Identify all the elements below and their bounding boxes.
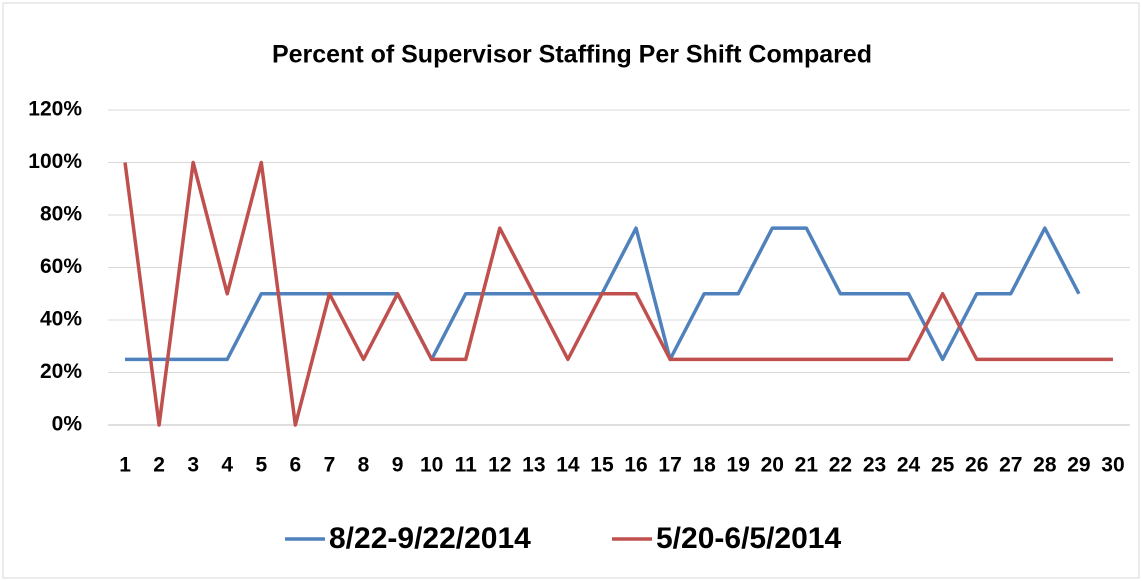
x-tick-label: 8 [358, 454, 370, 477]
y-tick-label: 20% [40, 360, 82, 383]
chart-title: Percent of Supervisor Staffing Per Shift… [272, 41, 872, 69]
x-tick-label: 2 [153, 454, 165, 477]
y-tick-label: 80% [40, 203, 82, 226]
x-tick-label: 10 [420, 454, 443, 477]
x-tick-label: 27 [999, 454, 1022, 477]
y-tick-label: 120% [28, 98, 82, 121]
x-tick-label: 26 [965, 454, 988, 477]
x-tick-label: 13 [522, 454, 545, 477]
x-tick-label: 20 [761, 454, 784, 477]
x-tick-label: 21 [795, 454, 819, 477]
x-tick-label: 16 [624, 454, 647, 477]
x-tick-label: 28 [1033, 454, 1057, 477]
x-tick-label: 30 [1101, 454, 1124, 477]
x-tick-label: 19 [727, 454, 750, 477]
x-tick-label: 6 [290, 454, 302, 477]
x-tick-label: 3 [187, 454, 199, 477]
y-tick-label: 100% [28, 150, 82, 173]
x-tick-label: 14 [556, 454, 580, 477]
x-tick-label: 17 [658, 454, 681, 477]
x-tick-label: 1 [119, 454, 131, 477]
legend-label: 8/22-9/22/2014 [329, 522, 531, 555]
x-tick-label: 15 [590, 454, 614, 477]
x-tick-label: 24 [897, 454, 921, 477]
x-tick-label: 4 [221, 454, 233, 477]
x-tick-label: 5 [255, 454, 267, 477]
x-tick-label: 9 [392, 454, 404, 477]
x-tick-label: 12 [488, 454, 511, 477]
x-tick-label: 29 [1067, 454, 1090, 477]
x-tick-label: 25 [931, 454, 955, 477]
y-tick-label: 40% [40, 308, 82, 331]
y-tick-label: 60% [40, 255, 82, 278]
x-tick-label: 11 [455, 454, 478, 477]
legend-label: 5/20-6/5/2014 [656, 522, 841, 555]
y-tick-label: 0% [52, 413, 83, 436]
x-tick-label: 23 [863, 454, 886, 477]
series-line [123, 160, 1113, 427]
x-tick-label: 18 [692, 454, 716, 477]
x-tick-label: 7 [324, 454, 336, 477]
x-tick-label: 22 [829, 454, 852, 477]
